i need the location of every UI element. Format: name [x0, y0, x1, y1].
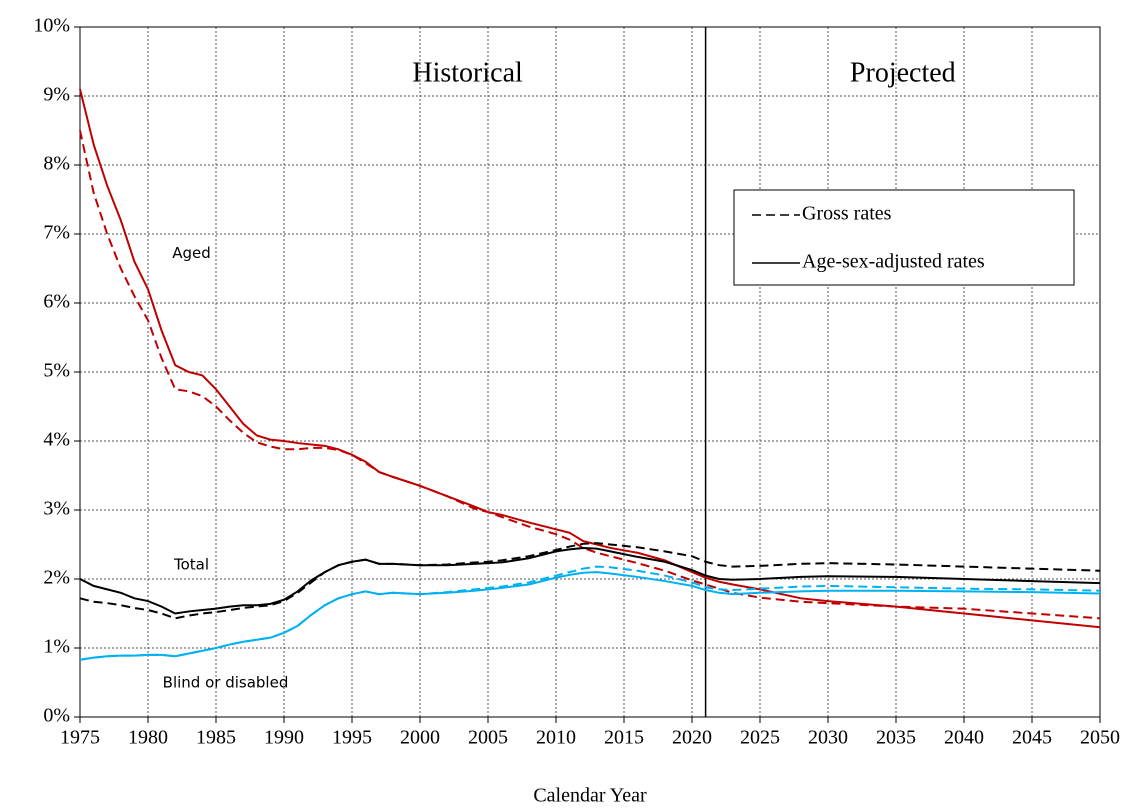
y-tick-label: 2%: [43, 567, 70, 589]
annotation: Aged: [172, 244, 211, 262]
x-tick-label: 2000: [400, 727, 440, 749]
annotation: Blind or disabled: [163, 674, 289, 692]
y-tick-label: 10%: [33, 15, 70, 37]
y-tick-label: 5%: [43, 360, 70, 382]
x-tick-label: 1975: [60, 727, 100, 749]
x-tick-label: 2050: [1080, 727, 1120, 749]
legend-label: Gross rates: [802, 203, 892, 225]
x-tick-label: 2040: [944, 727, 984, 749]
region-label: Projected: [850, 58, 956, 89]
series-line: [79, 565, 1101, 661]
x-tick-label: 2045: [1012, 727, 1052, 749]
y-tick-label: 7%: [43, 222, 70, 244]
x-tick-label: 2025: [740, 727, 780, 749]
x-tick-label: 2035: [876, 727, 916, 749]
y-tick-label: 0%: [43, 705, 70, 727]
x-axis-label: Calendar Year: [533, 785, 647, 807]
y-tick-label: 1%: [43, 636, 70, 658]
legend-box: [733, 189, 1075, 286]
x-tick-label: 1990: [264, 727, 304, 749]
y-tick-label: 8%: [43, 153, 70, 175]
x-tick-label: 2030: [808, 727, 848, 749]
x-tick-label: 1985: [196, 727, 236, 749]
y-tick-label: 3%: [43, 498, 70, 520]
x-tick-label: 2010: [536, 727, 576, 749]
x-tick-label: 1995: [332, 727, 372, 749]
region-label: Historical: [412, 58, 523, 89]
series-line: [79, 546, 1101, 615]
legend-label: Age-sex-adjusted rates: [802, 251, 985, 273]
plot-frame: [79, 26, 1101, 718]
x-tick-label: 2005: [468, 727, 508, 749]
annotation: Total: [173, 556, 209, 574]
series-line: [79, 571, 1101, 661]
y-tick-label: 9%: [43, 84, 70, 106]
y-tick-label: 6%: [43, 291, 70, 313]
x-tick-label: 2015: [604, 727, 644, 749]
x-tick-label: 2020: [672, 727, 712, 749]
x-tick-label: 1980: [128, 727, 168, 749]
series-line: [79, 88, 1101, 629]
y-tick-label: 4%: [43, 429, 70, 451]
